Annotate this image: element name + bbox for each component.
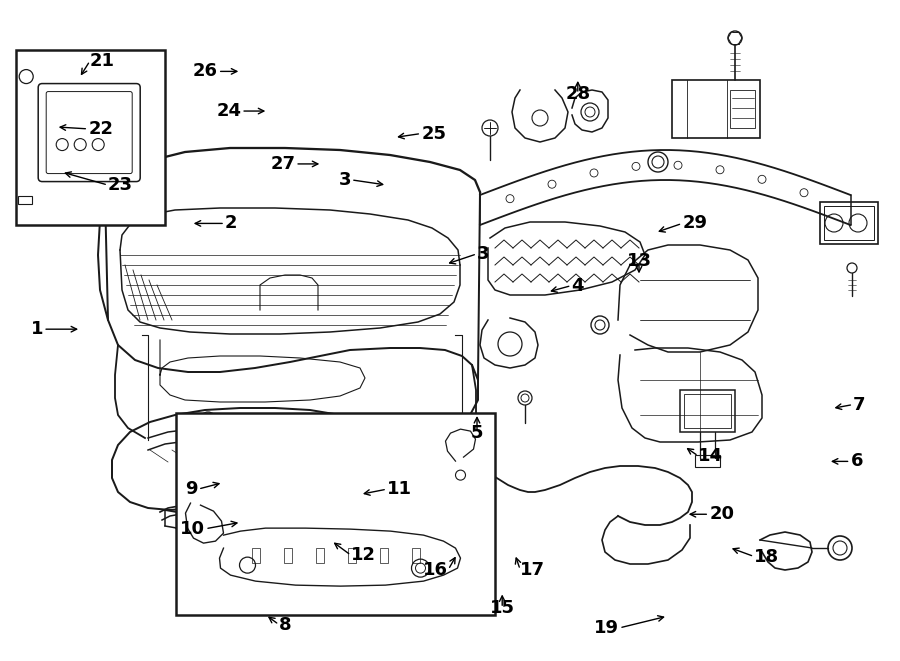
Text: 11: 11 (387, 480, 412, 498)
Bar (347, 548, 356, 563)
Text: 7: 7 (853, 395, 866, 414)
Bar (284, 548, 292, 563)
Text: 29: 29 (682, 214, 707, 233)
Text: 16: 16 (423, 561, 448, 579)
Bar (824, 206, 874, 240)
Text: 14: 14 (698, 447, 724, 465)
Bar (223, 558, 233, 566)
Text: 2: 2 (225, 214, 238, 233)
Text: 8: 8 (279, 615, 292, 634)
Text: 15: 15 (490, 599, 515, 617)
Text: 20: 20 (709, 505, 734, 524)
Bar (672, 80, 760, 138)
Bar (820, 202, 878, 244)
Text: 3: 3 (338, 171, 351, 189)
Text: 26: 26 (193, 62, 218, 81)
Bar (695, 455, 720, 467)
Text: 28: 28 (565, 85, 590, 103)
Text: 3: 3 (477, 245, 490, 263)
Text: 24: 24 (216, 102, 241, 120)
Text: 5: 5 (471, 424, 483, 442)
Bar (251, 548, 259, 563)
Text: 1: 1 (31, 320, 43, 338)
Bar (684, 394, 731, 428)
Text: 6: 6 (850, 452, 863, 471)
Bar (183, 544, 193, 552)
Text: 12: 12 (351, 546, 376, 564)
Text: 27: 27 (270, 155, 295, 173)
Text: 19: 19 (594, 619, 619, 637)
Bar (730, 90, 755, 128)
Bar (316, 548, 323, 563)
Bar (380, 548, 388, 563)
Text: 4: 4 (572, 276, 584, 295)
Text: 10: 10 (180, 520, 205, 538)
Bar (18, 196, 32, 204)
Text: 23: 23 (108, 176, 133, 194)
Text: 9: 9 (185, 480, 198, 498)
Text: 17: 17 (520, 561, 545, 579)
Bar (16, 50, 165, 225)
Text: 22: 22 (88, 120, 113, 138)
Text: 21: 21 (90, 52, 115, 70)
Text: 13: 13 (626, 252, 652, 270)
Text: 25: 25 (421, 124, 446, 143)
Bar (680, 390, 735, 432)
Text: 18: 18 (754, 547, 779, 566)
Bar (411, 548, 419, 563)
Bar (176, 413, 495, 615)
